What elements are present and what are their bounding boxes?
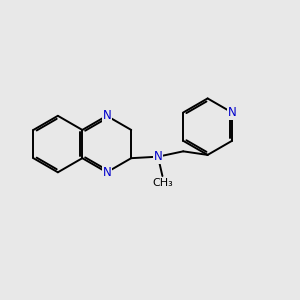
- Text: N: N: [154, 150, 162, 163]
- Text: N: N: [102, 109, 111, 122]
- Text: CH₃: CH₃: [152, 178, 173, 188]
- Text: N: N: [228, 106, 236, 119]
- Text: N: N: [102, 166, 111, 179]
